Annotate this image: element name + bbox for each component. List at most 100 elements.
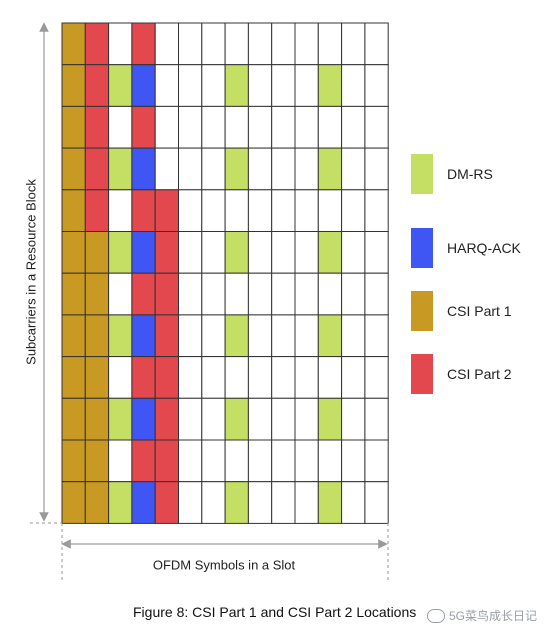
grid-cell-dmrs (108, 64, 133, 107)
grid-cell-csi2 (154, 481, 179, 524)
grid-cell-empty (178, 356, 203, 399)
grid-cell-empty (364, 147, 389, 191)
grid-cell-dmrs (317, 147, 343, 191)
resource-grid (61, 22, 389, 524)
grid-cell-csi1 (84, 439, 110, 483)
grid-cell-empty (271, 397, 296, 441)
grid-cell-empty (341, 105, 366, 149)
grid-cell-csi1 (61, 397, 86, 441)
grid-cell-empty (364, 189, 389, 233)
grid-cell-dmrs (224, 147, 249, 191)
grid-cell-empty (178, 481, 203, 524)
grid-cell-dmrs (317, 314, 343, 358)
grid-cell-dmrs (317, 397, 343, 441)
grid-cell-empty (317, 189, 343, 233)
grid-cell-empty (341, 189, 366, 233)
grid-cell-empty (108, 22, 133, 66)
grid-cell-empty (108, 189, 133, 233)
grid-cell-dmrs (224, 481, 249, 524)
grid-cell-csi1 (61, 231, 86, 274)
grid-cell-empty (341, 64, 366, 107)
grid-cell-harq (131, 64, 156, 107)
legend-swatch-csi-part-1 (411, 291, 433, 331)
grid-cell-dmrs (224, 397, 249, 441)
grid-cell-empty (317, 356, 343, 399)
grid-cell-csi1 (61, 272, 86, 316)
grid-cell-empty (294, 397, 319, 441)
grid-cell-csi2 (131, 22, 156, 66)
grid-cell-empty (201, 105, 226, 149)
grid-cell-empty (341, 272, 366, 316)
grid-cell-empty (271, 439, 296, 483)
grid-cell-empty (224, 189, 249, 233)
grid-cell-csi1 (84, 481, 110, 524)
figure-caption: Figure 8: CSI Part 1 and CSI Part 2 Loca… (133, 604, 417, 620)
grid-cell-harq (131, 147, 156, 191)
grid-cell-dmrs (224, 314, 249, 358)
grid-cell-empty (294, 22, 319, 66)
grid-cell-empty (271, 22, 296, 66)
grid-cell-empty (247, 147, 273, 191)
grid-cell-csi1 (61, 189, 86, 233)
watermark-text: 5G菜鸟成长日记 (448, 609, 537, 623)
legend-label-dmrs: DM-RS (447, 166, 493, 182)
grid-cell-empty (201, 189, 226, 233)
grid-cell-empty (341, 314, 366, 358)
grid-cell-empty (317, 105, 343, 149)
grid-cell-csi2 (154, 272, 179, 316)
grid-cell-empty (294, 356, 319, 399)
grid-cell-empty (294, 272, 319, 316)
legend-label-csi-part-1: CSI Part 1 (447, 303, 512, 319)
grid-cell-empty (154, 22, 179, 66)
grid-cell-harq (131, 397, 156, 441)
grid-cell-empty (341, 231, 366, 274)
grid-cell-empty (271, 272, 296, 316)
grid-cell-empty (178, 105, 203, 149)
grid-cell-csi2 (131, 439, 156, 483)
grid-cell-dmrs (224, 231, 249, 274)
grid-cell-empty (247, 397, 273, 441)
grid-cell-csi2 (154, 314, 179, 358)
grid-cell-empty (247, 105, 273, 149)
grid-cell-empty (224, 272, 249, 316)
grid-cell-empty (178, 22, 203, 66)
grid-cell-dmrs (317, 64, 343, 107)
grid-cell-csi2 (84, 105, 110, 149)
grid-cell-csi2 (84, 189, 110, 233)
grid-cell-empty (201, 272, 226, 316)
grid-cell-csi2 (154, 439, 179, 483)
grid-cell-empty (178, 272, 203, 316)
grid-cell-empty (364, 64, 389, 107)
grid-cell-csi2 (154, 356, 179, 399)
grid-cell-empty (154, 147, 179, 191)
grid-cell-empty (201, 439, 226, 483)
grid-cell-empty (247, 189, 273, 233)
grid-cell-harq (131, 231, 156, 274)
grid-cell-empty (317, 22, 343, 66)
grid-cell-csi2 (131, 189, 156, 233)
grid-cell-empty (178, 189, 203, 233)
grid-cell-empty (201, 22, 226, 66)
grid-cell-empty (271, 189, 296, 233)
grid-cell-csi1 (84, 314, 110, 358)
grid-cell-empty (271, 231, 296, 274)
grid-cell-csi2 (84, 147, 110, 191)
grid-cell-csi1 (61, 147, 86, 191)
legend-item-dmrs: DM-RS (411, 154, 493, 194)
grid-cell-csi2 (131, 356, 156, 399)
grid-cell-empty (224, 105, 249, 149)
grid-cell-empty (341, 22, 366, 66)
grid-cell-empty (294, 314, 319, 358)
legend-swatch-dmrs (411, 154, 433, 194)
grid-cell-csi1 (61, 356, 86, 399)
grid-cell-empty (317, 272, 343, 316)
grid-cell-empty (271, 147, 296, 191)
grid-cell-empty (201, 314, 226, 358)
grid-cell-empty (317, 439, 343, 483)
grid-cell-csi1 (61, 314, 86, 358)
resource-grid-diagram (30, 22, 389, 580)
grid-cell-empty (178, 231, 203, 274)
grid-cell-empty (178, 439, 203, 483)
grid-cell-csi1 (61, 105, 86, 149)
grid-cell-csi1 (84, 397, 110, 441)
